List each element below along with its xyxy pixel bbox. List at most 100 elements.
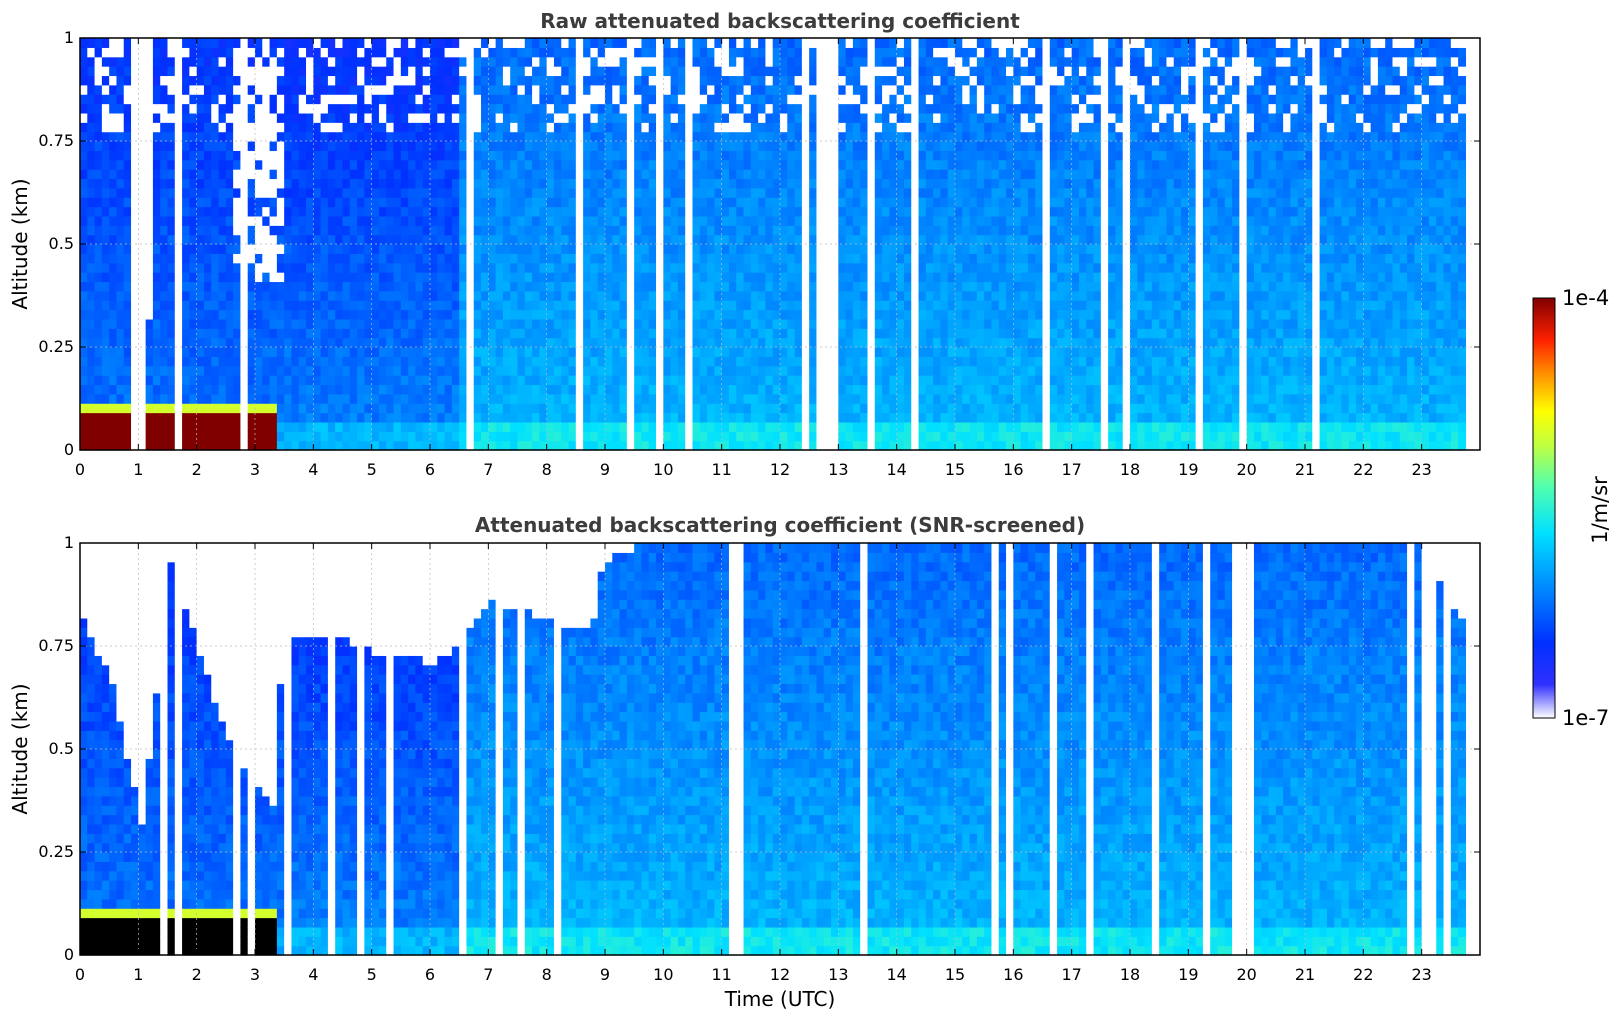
heatmap-cell — [167, 122, 176, 133]
heatmap-cell — [867, 337, 876, 348]
heatmap-cell — [605, 206, 613, 217]
heatmap-cell — [451, 187, 460, 198]
heatmap-cell — [714, 272, 723, 283]
heatmap-cell — [707, 206, 715, 217]
heatmap-cell — [342, 197, 351, 208]
heatmap-cell — [101, 403, 110, 414]
heatmap-cell — [743, 103, 752, 114]
heatmap-cell — [203, 234, 212, 245]
heatmap-cell — [903, 225, 912, 236]
heatmap-cell — [765, 47, 774, 58]
heatmap-cell — [845, 356, 854, 367]
heatmap-cell — [641, 412, 650, 423]
heatmap-cell — [233, 169, 242, 180]
heatmap-cell — [203, 300, 212, 311]
heatmap-cell — [459, 328, 468, 339]
heatmap-cell — [306, 150, 314, 161]
heatmap-cell — [87, 159, 96, 170]
heatmap-cell — [160, 234, 169, 245]
heatmap-cell — [306, 328, 314, 339]
heatmap-cell — [269, 103, 278, 114]
heatmap-cell — [619, 84, 628, 95]
heatmap-cell — [437, 244, 446, 254]
heatmap-cell — [882, 178, 890, 189]
heatmap-cell — [247, 159, 256, 170]
heatmap-cell — [889, 337, 898, 348]
heatmap-cell — [233, 393, 242, 404]
heatmap-cell — [386, 225, 395, 236]
heatmap-cell — [444, 47, 453, 58]
heatmap-cell — [444, 300, 453, 311]
heatmap-cell — [896, 300, 905, 311]
heatmap-cell — [182, 328, 190, 339]
heatmap-cell — [831, 66, 839, 77]
heatmap-cell — [532, 356, 540, 367]
heatmap-cell — [524, 206, 533, 217]
heatmap-cell — [699, 328, 708, 339]
heatmap-cell — [772, 122, 781, 133]
heatmap-cell — [247, 75, 256, 86]
heatmap-cell — [838, 206, 847, 217]
heatmap-cell — [561, 403, 570, 414]
heatmap-cell — [612, 337, 621, 348]
heatmap-cell — [794, 281, 803, 292]
heatmap-cell — [612, 225, 621, 236]
heatmap-cell — [692, 412, 701, 423]
heatmap-cell — [145, 431, 154, 442]
heatmap-cell — [123, 318, 132, 329]
heatmap-cell — [240, 169, 249, 180]
heatmap-cell — [758, 365, 767, 376]
heatmap-cell — [255, 197, 263, 208]
heatmap-cell — [765, 421, 774, 432]
heatmap-cell — [152, 187, 161, 198]
heatmap-cell — [349, 38, 358, 48]
heatmap-cell — [882, 300, 890, 311]
heatmap-cell — [714, 412, 723, 423]
heatmap-cell — [313, 375, 322, 386]
heatmap-cell — [109, 337, 118, 348]
heatmap-cell — [619, 262, 628, 273]
heatmap-cell — [109, 375, 118, 386]
heatmap-cell — [284, 38, 293, 48]
heatmap-cell — [750, 159, 759, 170]
heatmap-cell — [612, 103, 621, 114]
heatmap-cell — [189, 178, 198, 189]
heatmap-cell — [378, 141, 387, 151]
heatmap-cell — [896, 393, 905, 404]
heatmap-cell — [87, 328, 96, 339]
heatmap-cell — [284, 187, 293, 198]
heatmap-cell — [466, 122, 475, 133]
heatmap-cell — [276, 403, 285, 414]
heatmap-cell — [335, 56, 344, 67]
heatmap-cell — [357, 347, 365, 357]
heatmap-cell — [459, 225, 468, 236]
heatmap-cell — [255, 375, 263, 386]
heatmap-cell — [415, 337, 424, 348]
heatmap-cell — [772, 112, 781, 123]
heatmap-cell — [138, 150, 147, 161]
heatmap-cell — [809, 421, 818, 432]
heatmap-cell — [575, 112, 584, 123]
heatmap-cell — [327, 347, 336, 357]
heatmap-cell — [860, 272, 869, 283]
heatmap-cell — [335, 318, 344, 329]
heatmap-cell — [408, 197, 417, 208]
heatmap-cell — [393, 318, 402, 329]
heatmap-cell — [685, 309, 694, 320]
heatmap-cell — [809, 169, 818, 180]
heatmap-cell — [276, 187, 285, 198]
heatmap-cell — [831, 84, 839, 95]
heatmap-cell — [787, 169, 796, 180]
heatmap-cell — [816, 187, 825, 198]
heatmap-cell — [699, 197, 708, 208]
heatmap-cell — [240, 131, 249, 142]
heatmap-cell — [320, 112, 329, 123]
heatmap-cell — [378, 94, 387, 105]
heatmap-cell — [138, 365, 147, 376]
heatmap-cell — [656, 347, 664, 357]
heatmap-cell — [313, 412, 322, 423]
heatmap-cell — [605, 347, 613, 357]
heatmap-cell — [838, 47, 847, 58]
heatmap-cell — [182, 412, 190, 423]
heatmap-cell — [262, 262, 271, 273]
